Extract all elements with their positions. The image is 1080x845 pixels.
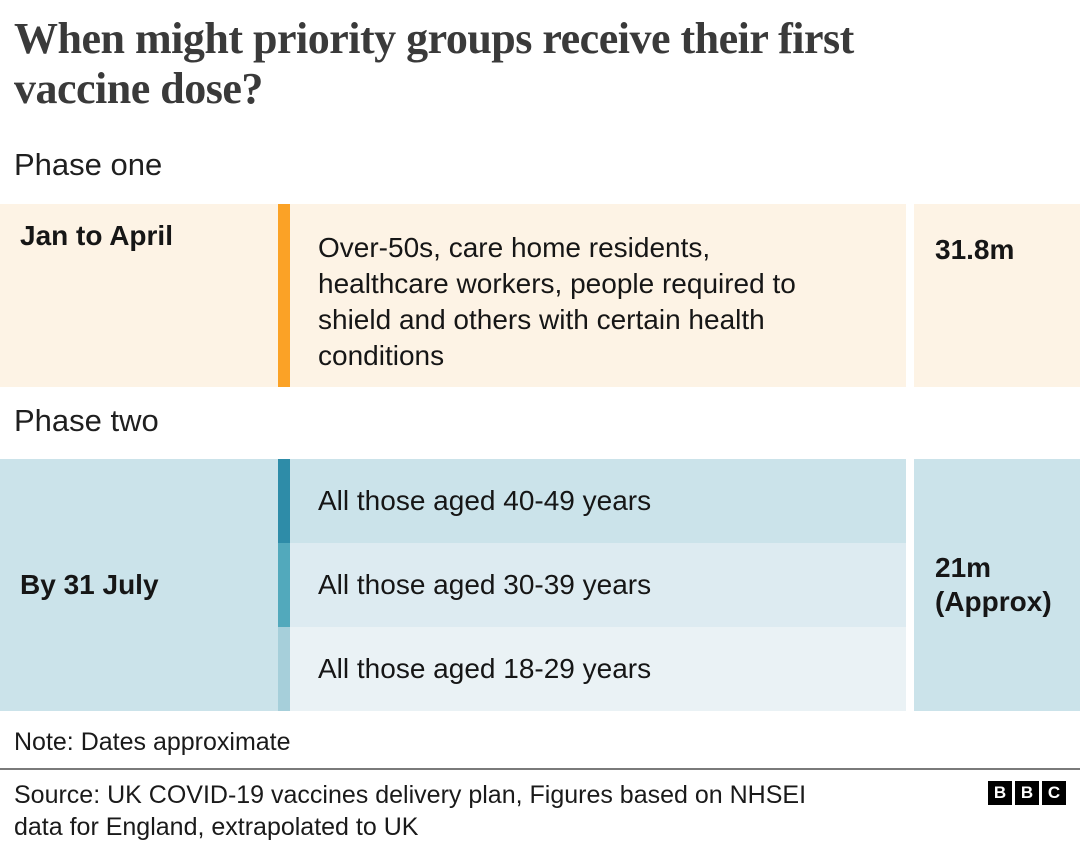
phase-two-accent-bar-2 [278,543,290,627]
phase-two-row-18-29: All those aged 18-29 years [278,627,906,711]
phase-one-heading: Phase one [14,147,163,182]
phase-two-accent-bar-3 [278,627,290,711]
bbc-logo-block-1: B [988,781,1012,805]
footer-divider [0,768,1080,770]
phase-two-row-3-body: All those aged 18-29 years [290,627,906,711]
phase-two-row-1-body: All those aged 40-49 years [290,459,906,543]
phase-two-total-number: 21m [935,552,992,583]
phase-two-row-30-39: All those aged 30-39 years [278,543,906,627]
phase-one-desc-line-3: shield and others with certain health [318,304,765,335]
phase-two-period-cell: By 31 July [0,459,278,711]
phase-one-accent-bar [278,204,290,387]
phase-two-row-2-body: All those aged 30-39 years [290,543,906,627]
phase-one-total-cell: 31.8m [914,204,1080,387]
footnote: Note: Dates approximate [14,728,291,756]
phase-two-heading: Phase two [14,403,159,438]
phase-one-desc-line-1: Over-50s, care home residents, [318,232,711,263]
phase-two-group-label-3: All those aged 18-29 years [318,653,652,684]
phase-two-row-40-49: All those aged 40-49 years [278,459,906,543]
bbc-logo: B B C [988,781,1066,805]
bbc-logo-block-3: C [1042,781,1066,805]
phase-two-group-label-2: All those aged 30-39 years [318,569,652,600]
page-title-line-1: When might priority groups receive their… [14,14,854,63]
phase-two-total-note: (Approx) [935,586,1052,617]
bbc-logo-block-2: B [1015,781,1039,805]
source-line-2: data for England, extrapolated to UK [14,813,419,841]
phase-one-total-value: 31.8m [935,234,1015,265]
source-line-1: Source: UK COVID-19 vaccines delivery pl… [14,781,807,809]
phase-two-total-value: 21m (Approx) [914,551,1080,619]
phase-two-total-cell: 21m (Approx) [914,459,1080,711]
page-title-line-2: vaccine dose? [14,64,263,113]
phase-one-period-label: Jan to April [20,220,173,251]
phase-two-accent-bar-1 [278,459,290,543]
page-title: When might priority groups receive their… [14,14,1059,114]
phase-one-group-description: Over-50s, care home residents, healthcar… [318,230,898,374]
phase-two-group-label-1: All those aged 40-49 years [318,485,652,516]
phase-two-period-label: By 31 July [20,569,159,600]
phase-one-row: Jan to April Over-50s, care home residen… [0,204,906,387]
source-credit: Source: UK COVID-19 vaccines delivery pl… [14,779,954,843]
phase-one-desc-line-2: healthcare workers, people required to [318,268,796,299]
phase-one-desc-line-4: conditions [318,340,445,371]
